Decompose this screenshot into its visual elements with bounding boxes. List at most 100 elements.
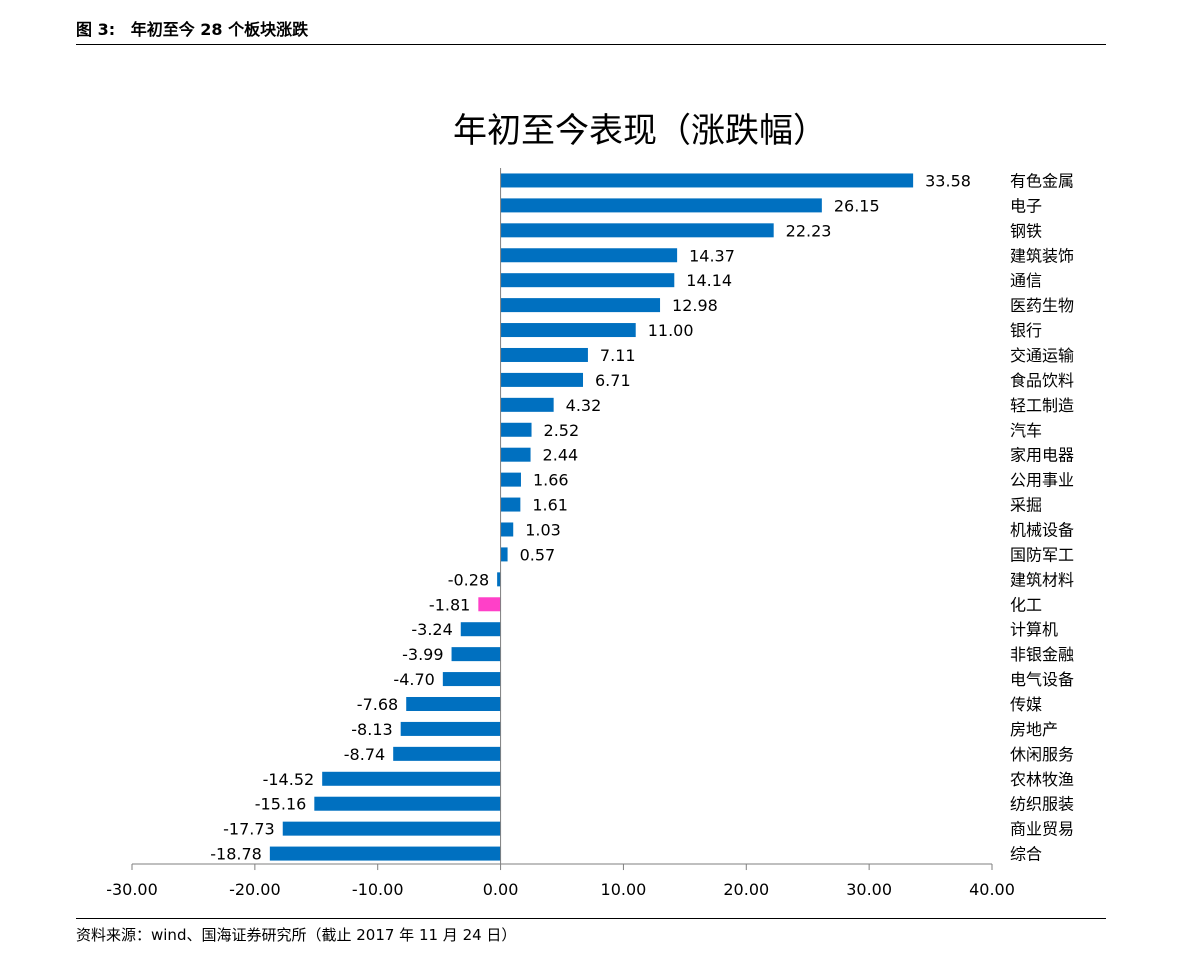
bar-value-label: -8.13 <box>351 720 392 739</box>
chart-title: 年初至今表现（涨跌幅） <box>453 111 827 151</box>
bar-value-label: -14.52 <box>263 770 315 789</box>
category-label: 非银金融 <box>1010 645 1074 664</box>
bar-value-label: 2.44 <box>543 446 579 465</box>
category-label: 化工 <box>1010 595 1042 614</box>
bar-value-label: -1.81 <box>429 595 470 614</box>
bar-value-label: 22.23 <box>786 221 832 240</box>
figure-header: 图 3: 年初至今 28 个板块涨跌 <box>76 16 1106 45</box>
bar-value-label: 4.32 <box>566 396 602 415</box>
bar-value-label: -15.16 <box>255 795 307 814</box>
bar <box>314 796 501 811</box>
bar <box>500 497 521 512</box>
bar-value-label: 26.15 <box>834 196 880 215</box>
bar <box>478 597 501 612</box>
category-label: 计算机 <box>1010 620 1058 639</box>
category-label: 公用事业 <box>1010 471 1074 490</box>
category-label: 房地产 <box>1010 720 1058 739</box>
x-tick-label: 0.00 <box>483 880 519 899</box>
bar <box>500 522 514 537</box>
bar-value-label: 1.03 <box>525 520 561 539</box>
bar-value-label: -3.24 <box>411 620 452 639</box>
category-label: 综合 <box>1010 845 1042 864</box>
category-label: 通信 <box>1010 271 1042 290</box>
bar-value-label: 1.61 <box>532 496 568 515</box>
figure-title: 年初至今 28 个板块涨跌 <box>130 20 309 39</box>
category-label: 采掘 <box>1010 496 1042 515</box>
bar <box>282 821 501 836</box>
category-label: 食品饮料 <box>1010 371 1074 390</box>
bar-value-label: -18.78 <box>210 845 262 864</box>
bar <box>500 273 675 288</box>
category-label: 汽车 <box>1010 421 1042 440</box>
bar <box>322 771 501 786</box>
category-label: 纺织服装 <box>1010 795 1074 814</box>
bar-value-label: 2.52 <box>544 421 580 440</box>
bar-value-label: -4.70 <box>393 670 434 689</box>
bar <box>500 472 521 487</box>
x-tick-label: -30.00 <box>106 880 158 899</box>
bar <box>500 447 531 462</box>
category-label: 钢铁 <box>1010 221 1042 240</box>
category-label: 电子 <box>1010 196 1042 215</box>
source-note: 资料来源：wind、国海证券研究所（截止 2017 年 11 月 24 日） <box>76 918 1106 945</box>
bar <box>500 397 554 412</box>
category-label: 机械设备 <box>1010 520 1074 539</box>
bar-value-label: -8.74 <box>344 745 385 764</box>
bar <box>406 696 501 711</box>
bar <box>500 248 678 263</box>
bar-value-label: -7.68 <box>357 695 398 714</box>
bar <box>500 323 636 338</box>
bar <box>500 223 774 238</box>
category-label: 电气设备 <box>1010 670 1074 689</box>
x-tick-label: -10.00 <box>352 880 404 899</box>
bar <box>500 347 588 362</box>
bar <box>451 647 501 662</box>
bar-value-label: 33.58 <box>925 171 971 190</box>
category-label: 家用电器 <box>1010 446 1074 465</box>
bar <box>500 422 532 437</box>
bar <box>497 572 501 587</box>
category-label: 轻工制造 <box>1010 396 1074 415</box>
bar-value-label: 7.11 <box>600 346 636 365</box>
bar <box>500 198 822 213</box>
x-axis: -30.00 -20.00 -10.00 0.00 10.00 20.00 30.00 40.… <box>106 168 1015 899</box>
bar-value-label: 11.00 <box>648 321 694 340</box>
category-label: 有色金属 <box>1010 171 1074 190</box>
bar-value-label: 1.66 <box>533 471 569 490</box>
figure-label: 图 3: <box>76 20 116 39</box>
category-label: 商业贸易 <box>1010 820 1074 839</box>
bar-value-label: 6.71 <box>595 371 631 390</box>
category-label: 农林牧渔 <box>1010 770 1074 789</box>
bar-value-label: -17.73 <box>223 820 275 839</box>
bar <box>500 372 584 387</box>
bar-value-label: 14.37 <box>689 246 735 265</box>
bar <box>269 846 501 861</box>
category-label: 建筑装饰 <box>1010 246 1074 265</box>
category-label: 休闲服务 <box>1010 745 1074 764</box>
x-tick-label: 40.00 <box>969 880 1015 899</box>
x-tick-label: 10.00 <box>601 880 647 899</box>
bar-value-label: -0.28 <box>448 570 489 589</box>
bar <box>393 746 501 761</box>
x-tick-label: 20.00 <box>723 880 769 899</box>
category-label: 建筑材料 <box>1010 570 1074 589</box>
bar <box>500 173 914 188</box>
category-label: 国防军工 <box>1010 545 1074 564</box>
category-label: 医药生物 <box>1010 296 1074 315</box>
bar-value-label: 0.57 <box>520 545 556 564</box>
x-tick-label: -20.00 <box>229 880 281 899</box>
bar <box>500 298 661 313</box>
bar <box>460 622 501 637</box>
category-label: 银行 <box>1010 321 1042 340</box>
bars-layer: 33.58 有色金属 26.15 电子 22.23 钢铁 14.37 建筑装饰 14.14 通信 1… <box>210 171 1074 863</box>
x-tick-label: 30.00 <box>846 880 892 899</box>
bar <box>400 721 501 736</box>
category-label: 传媒 <box>1010 695 1042 714</box>
bar-value-label: 14.14 <box>686 271 732 290</box>
category-label: 交通运输 <box>1010 346 1074 365</box>
source-text: 资料来源：wind、国海证券研究所（截止 2017 年 11 月 24 日） <box>76 926 517 944</box>
bar-value-label: -3.99 <box>402 645 443 664</box>
bar <box>500 547 508 562</box>
bar-value-label: 12.98 <box>672 296 718 315</box>
